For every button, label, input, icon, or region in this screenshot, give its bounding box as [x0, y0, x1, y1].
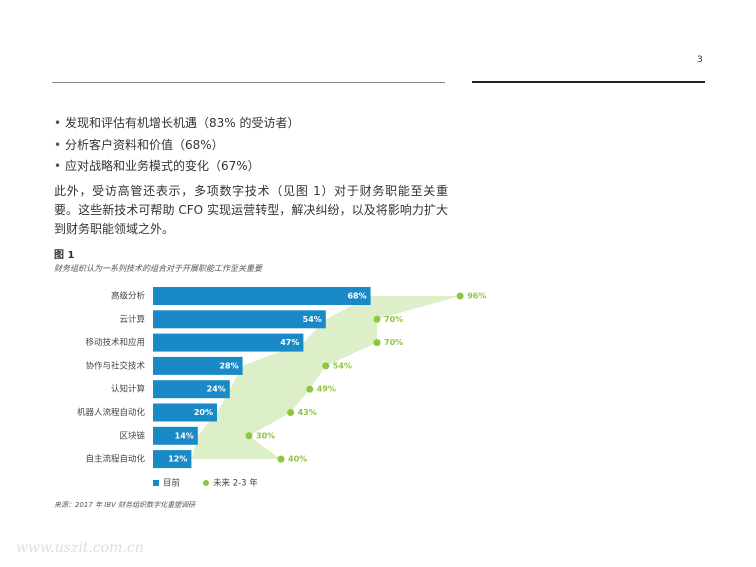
category-label: 区块链	[119, 430, 145, 441]
bar-label: 24%	[207, 385, 226, 394]
dot	[306, 385, 314, 393]
bar-label: 54%	[303, 315, 322, 324]
dot-label: 43%	[298, 408, 317, 417]
bar	[153, 380, 230, 399]
category-label: 移动技术和应用	[85, 337, 145, 348]
dot	[245, 432, 253, 440]
bar-label: 12%	[168, 455, 187, 464]
bar	[153, 333, 304, 352]
dot-label: 96%	[467, 292, 486, 301]
dot	[373, 339, 381, 347]
bar	[153, 310, 326, 329]
dot	[373, 315, 381, 323]
category-label: 云计算	[119, 314, 145, 325]
bar-label: 20%	[194, 408, 213, 417]
bullet: 发现和评估有机增长机遇（83% 的受访者）	[54, 114, 300, 131]
bar	[153, 356, 243, 375]
rule	[472, 81, 705, 83]
dot	[277, 455, 285, 463]
rule	[52, 82, 445, 83]
bar	[153, 287, 371, 305]
bullet: 应对战略和业务模式的变化（67%）	[54, 157, 260, 174]
figure-label: 图 1	[54, 250, 75, 261]
dot	[287, 409, 295, 416]
dot	[456, 292, 464, 300]
bar-label: 47%	[280, 338, 299, 347]
figure-caption: 财务组织认为一系列技术的组合对于开展职能工作至关重要	[54, 264, 262, 273]
bar	[153, 403, 217, 422]
category-label: 认知计算	[111, 384, 146, 395]
dot-label: 49%	[317, 385, 336, 394]
gap-area	[191, 296, 461, 460]
dot-label: 30%	[256, 431, 275, 440]
dot-label: 70%	[384, 315, 403, 324]
category-label: 自主流程自动化	[85, 454, 145, 465]
page-number: 3	[697, 55, 703, 65]
bar-label: 14%	[175, 431, 194, 440]
category-label: 机器人流程自动化	[77, 407, 146, 418]
dot-label: 40%	[288, 455, 307, 464]
bar	[153, 450, 192, 469]
paragraph: 此外，受访高管还表示，多项数字技术（见图 1）对于财务职能至关重要。这些新技术可…	[54, 184, 448, 236]
legend-label: 目前	[163, 478, 181, 489]
legend-label: 未来 2-3 年	[213, 478, 258, 489]
dot	[322, 362, 330, 370]
bar-label: 28%	[219, 361, 238, 370]
bar	[153, 426, 198, 445]
category-label: 协作与社交技术	[85, 360, 145, 371]
legend-swatch	[203, 480, 209, 486]
category-label: 高级分析	[111, 291, 146, 302]
watermark: www.uszit.com.cn	[16, 540, 144, 556]
bar-label: 68%	[347, 292, 366, 301]
legend-swatch	[153, 480, 159, 486]
bullet: 分析客户资料和价值（68%）	[54, 136, 224, 153]
figure-source: 来源：2017 年 IBV 财务组织数字化重塑调研	[54, 501, 196, 509]
dot-label: 70%	[384, 338, 403, 347]
dot-label: 54%	[333, 361, 352, 370]
